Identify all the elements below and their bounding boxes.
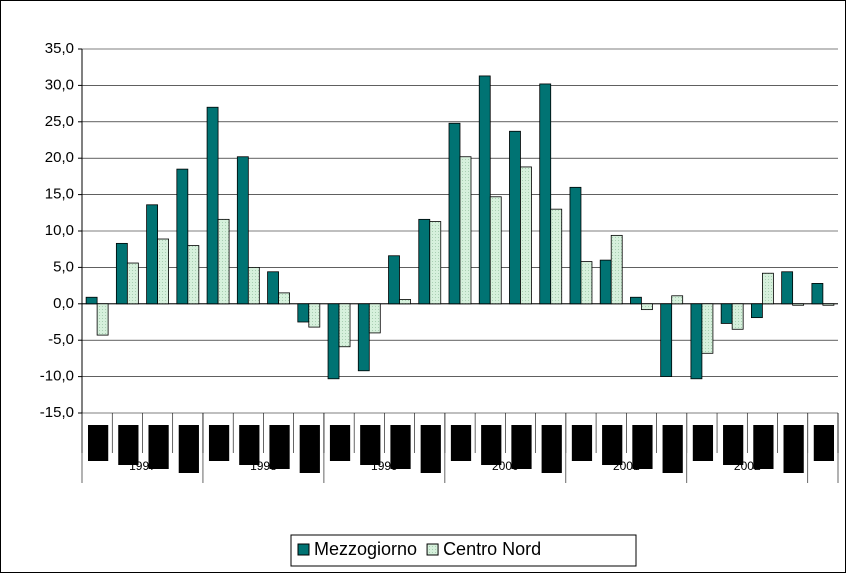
category-label-block <box>632 425 653 469</box>
category-label-block <box>239 425 260 465</box>
category-label-block <box>511 425 532 469</box>
bar <box>176 168 189 305</box>
bar <box>660 303 673 377</box>
bar <box>267 271 279 305</box>
category-label-block <box>88 425 109 461</box>
bar <box>247 266 260 305</box>
category-label-block <box>692 425 714 461</box>
bar <box>671 295 684 305</box>
category-label-block <box>813 425 834 461</box>
bar <box>217 218 230 305</box>
y-tick-label: 10,0 <box>45 222 74 239</box>
bar <box>811 283 824 305</box>
bar <box>96 303 109 336</box>
bar <box>610 234 623 305</box>
bar <box>338 303 351 348</box>
bar <box>126 262 139 305</box>
bar <box>206 106 219 305</box>
bar <box>599 259 612 305</box>
bar <box>630 296 642 305</box>
bar <box>115 242 128 305</box>
y-tick-label: 15,0 <box>45 186 74 203</box>
category-label-block <box>148 425 169 469</box>
bar <box>157 238 170 305</box>
category-label-block <box>178 425 199 473</box>
y-tick-label: 30,0 <box>45 76 74 93</box>
category-label-block <box>390 425 411 469</box>
bar <box>327 303 340 380</box>
category-label-block <box>753 425 774 469</box>
group-label: 1998 <box>250 459 277 473</box>
bar <box>822 303 835 306</box>
legend-swatch <box>426 543 439 556</box>
bar <box>478 75 491 305</box>
bar <box>762 272 774 305</box>
category-label-block <box>450 425 472 461</box>
group-label: 1997 <box>129 459 156 473</box>
category-label-block <box>481 425 502 465</box>
category-label-block <box>420 425 441 473</box>
y-tick-label: -5,0 <box>48 331 74 348</box>
bar <box>731 303 744 330</box>
category-label-block <box>571 425 593 461</box>
bar <box>509 130 521 305</box>
bar <box>489 196 502 305</box>
legend-label: Centro Nord <box>443 539 541 559</box>
category-label-block <box>299 425 320 473</box>
bar <box>297 303 310 323</box>
category-label-block <box>208 425 230 461</box>
bar <box>550 208 563 305</box>
category-label-block <box>360 425 381 465</box>
bar <box>459 156 472 305</box>
group-label: 2002 <box>734 459 761 473</box>
bar <box>85 296 98 305</box>
group-label: 1999 <box>371 459 398 473</box>
bar <box>520 166 532 305</box>
category-label-block <box>329 425 351 461</box>
bar <box>448 122 461 305</box>
bar <box>569 186 582 305</box>
bar <box>690 303 703 380</box>
y-tick-label: 25,0 <box>45 113 74 130</box>
category-label-block <box>602 425 623 465</box>
bar <box>701 303 714 354</box>
bar <box>781 271 794 305</box>
category-label-block <box>783 425 804 473</box>
bar <box>236 156 249 305</box>
y-tick-label: 20,0 <box>45 149 74 166</box>
bar <box>720 303 733 324</box>
bar <box>539 83 552 305</box>
group-label: 2001 <box>613 459 640 473</box>
y-tick-label: 5,0 <box>53 258 74 275</box>
bar <box>278 292 290 305</box>
bar <box>368 303 381 334</box>
y-tick-label: 35,0 <box>45 40 74 57</box>
legend-label: Mezzogiorno <box>314 539 417 559</box>
category-label-block <box>723 425 744 465</box>
bar <box>399 299 411 305</box>
bar <box>751 303 763 319</box>
bar <box>792 303 805 306</box>
group-label: 2000 <box>492 459 519 473</box>
category-label-block <box>269 425 290 469</box>
bar <box>418 218 431 305</box>
bar <box>641 303 653 311</box>
category-label-block <box>541 425 562 473</box>
bar <box>388 255 400 305</box>
bar <box>146 204 159 305</box>
category-label-block <box>118 425 139 465</box>
legend-box <box>290 534 637 567</box>
bar <box>187 245 200 305</box>
y-tick-label: -15,0 <box>40 404 74 421</box>
bar <box>580 261 593 305</box>
y-tick-label: -10,0 <box>40 368 74 385</box>
bar <box>429 221 442 305</box>
bar <box>357 303 370 372</box>
category-label-block <box>662 425 683 473</box>
bar <box>308 303 321 328</box>
y-tick-label: 0,0 <box>53 295 74 312</box>
legend-swatch <box>297 543 310 556</box>
